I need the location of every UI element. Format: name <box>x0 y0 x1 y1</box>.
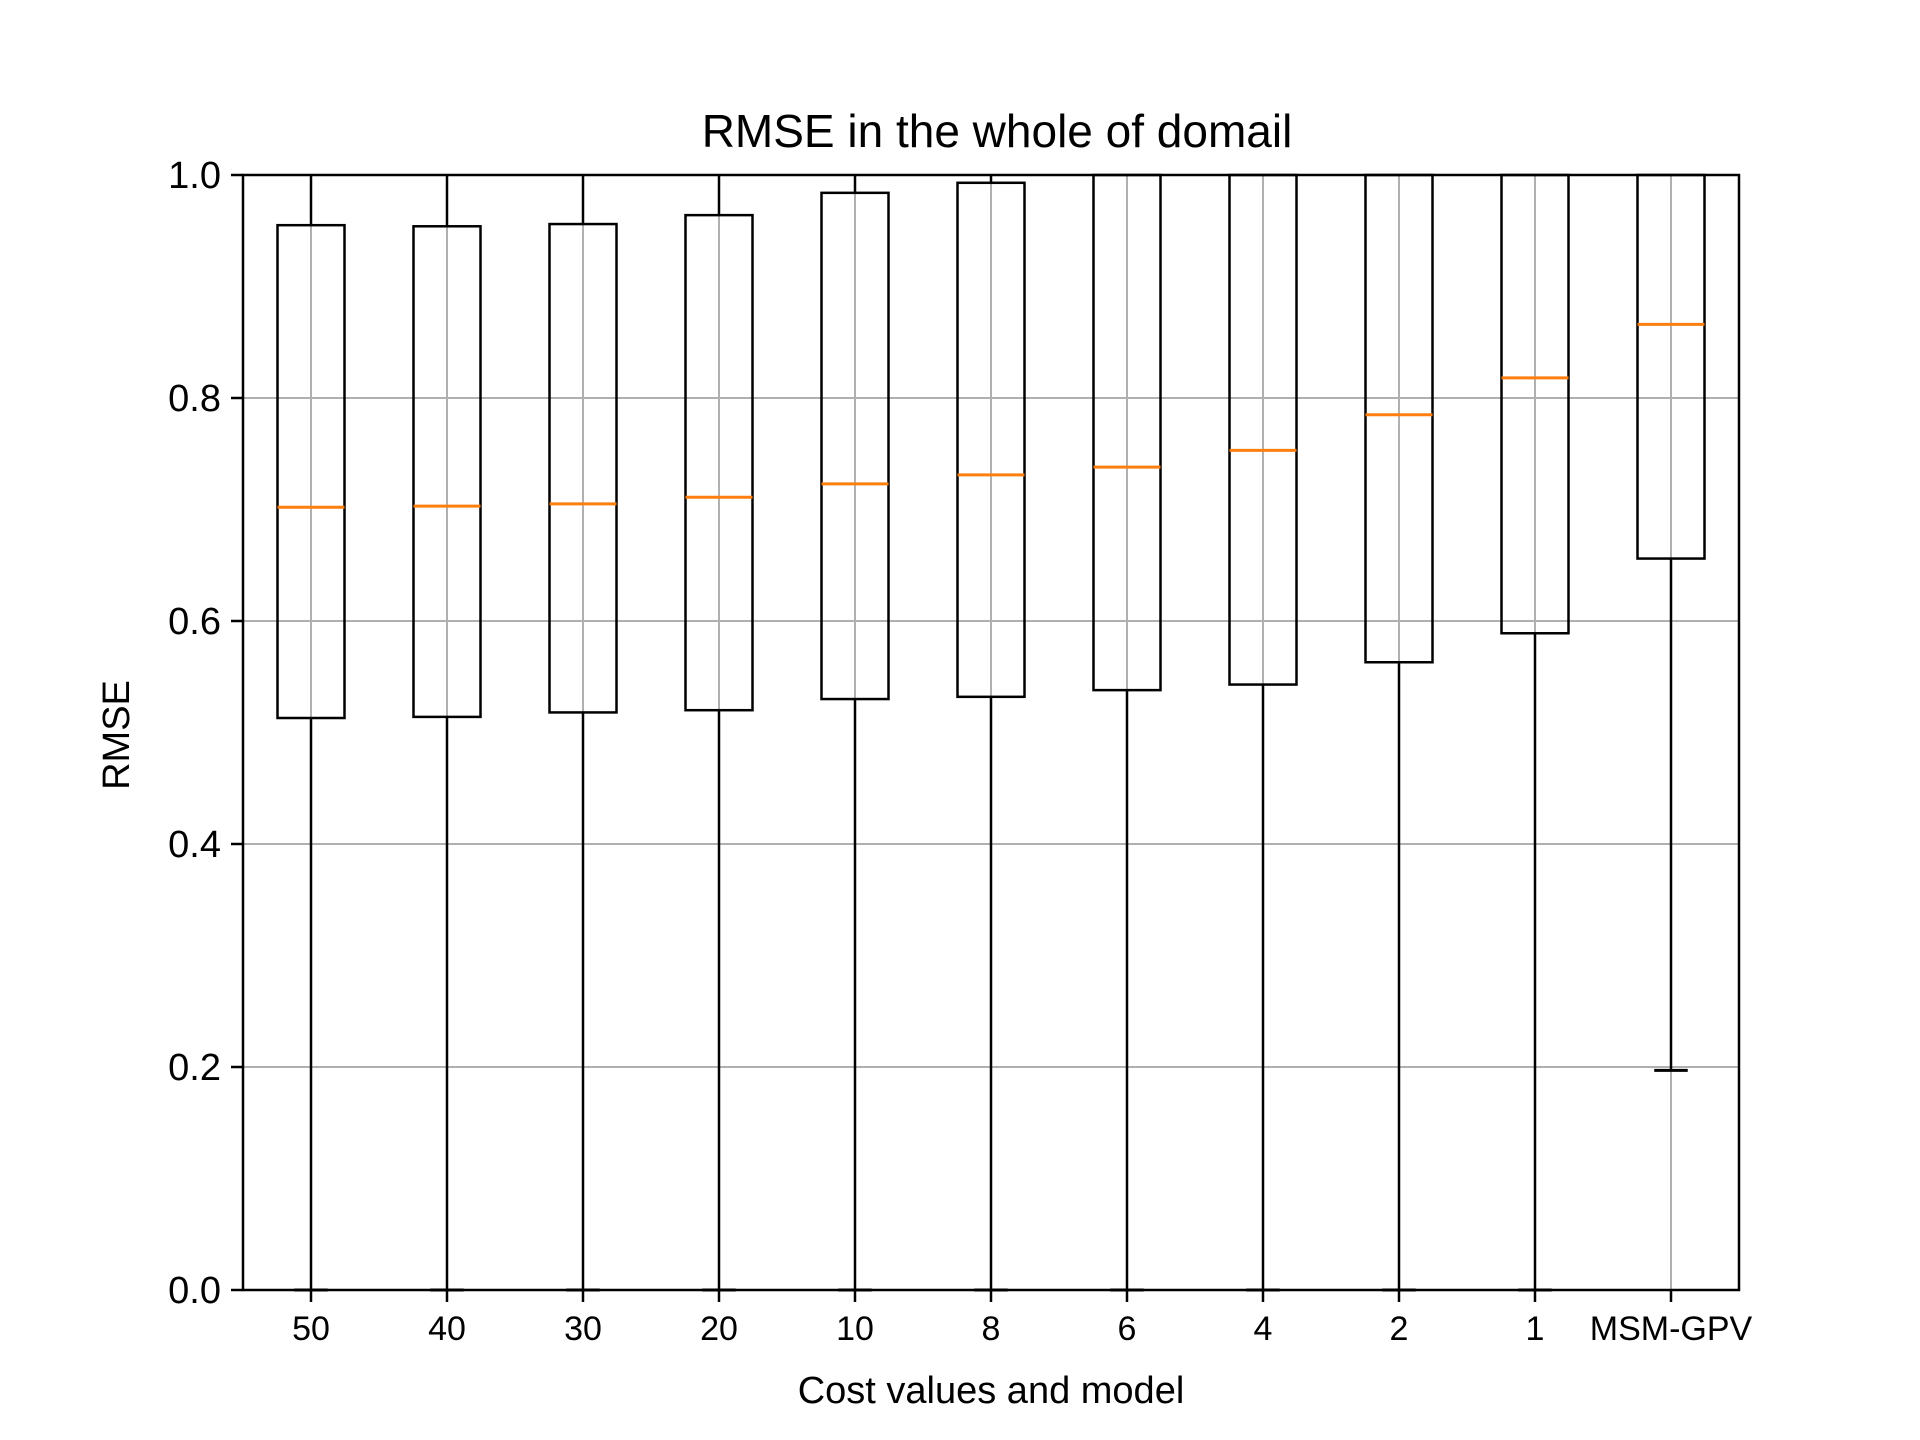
x-tick-label: MSM-GPV <box>1590 1310 1753 1348</box>
y-tick-label: 0.8 <box>168 378 221 420</box>
box-marks <box>276 173 1706 1292</box>
iqr-box <box>548 222 618 714</box>
x-tick-label: 2 <box>1390 1310 1409 1348</box>
y-axis-label: RMSE <box>96 680 138 790</box>
x-tick-label: 30 <box>564 1310 602 1348</box>
y-tick-label: 0.2 <box>168 1047 221 1089</box>
x-tick-label: 50 <box>292 1310 330 1348</box>
y-tick-label: 1.0 <box>168 155 221 197</box>
iqr-box <box>684 213 754 712</box>
x-axis-label: Cost values and model <box>798 1370 1185 1412</box>
x-tick-label: 4 <box>1254 1310 1273 1348</box>
x-tick-label: 10 <box>836 1310 874 1348</box>
y-tick-label: 0.0 <box>168 1270 221 1312</box>
box-group <box>412 175 482 1292</box>
x-tick-label: 1 <box>1526 1310 1545 1348</box>
iqr-box <box>956 181 1026 699</box>
y-tick-label: 0.6 <box>168 601 221 643</box>
iqr-box <box>820 191 890 701</box>
x-tick-label: 40 <box>428 1310 466 1348</box>
box-group <box>820 175 890 1292</box>
chart-title: RMSE in the whole of domail <box>702 105 1293 157</box>
box-group <box>684 175 754 1292</box>
y-tick-label: 0.4 <box>168 824 221 866</box>
x-tick-label: 8 <box>982 1310 1001 1348</box>
axis-ticks: 0.0 0.2 0.4 0.6 0.8 1.0 50 40 30 20 10 8 6 4 2 1 MSM-GPV <box>168 155 1752 1348</box>
x-tick-label: 20 <box>700 1310 738 1348</box>
iqr-box <box>276 223 346 720</box>
x-tick-label: 6 <box>1118 1310 1137 1348</box>
iqr-box <box>412 225 482 719</box>
